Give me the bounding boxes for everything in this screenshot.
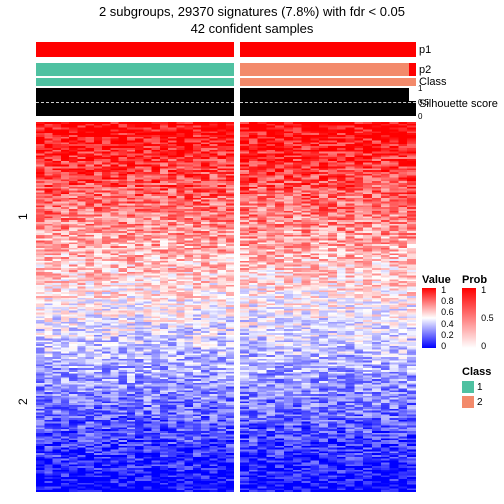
- annot-p2-col1: [36, 63, 234, 76]
- legend-value-tick: 0.8: [441, 297, 454, 306]
- silhouette-notch: [409, 88, 416, 101]
- legend-prob-tick: 1: [481, 286, 486, 295]
- silhouette-col2: [240, 88, 416, 116]
- legend-prob-ticks: 10.50: [481, 288, 501, 348]
- row-group-1-label: 1: [16, 213, 30, 220]
- legend-class-label: 2: [477, 397, 483, 408]
- heatmap-col2: [240, 122, 416, 492]
- legend-value-tick: 0.4: [441, 320, 454, 329]
- silhouette-col1: [36, 88, 234, 116]
- annot-p1-col1: [36, 42, 234, 57]
- legend-class-item: 2: [462, 395, 491, 410]
- heatmap-col1: [36, 122, 234, 492]
- legend-class-title: Class: [462, 366, 491, 378]
- legend-value-tick: 1: [441, 286, 446, 295]
- legend-value-tick: 0.2: [441, 331, 454, 340]
- legend-prob-gradient: [462, 288, 476, 348]
- annot-p2-label: p2: [419, 64, 431, 76]
- annot-p1: [36, 42, 416, 57]
- legend-value-tick: 0.6: [441, 308, 454, 317]
- plot-area: p1 p2 Class Silhouette score 00.51: [36, 42, 416, 492]
- legend-prob-tick: 0.5: [481, 314, 494, 323]
- heatmap-col1-canvas: [36, 122, 234, 492]
- legend-value-tick: 0: [441, 342, 446, 351]
- annot-p2: [36, 63, 416, 76]
- silhouette-dash-2: [240, 102, 416, 103]
- legend-class-swatch: [462, 381, 474, 393]
- heatmap-col2-canvas: [240, 122, 416, 492]
- annot-silhouette-label: Silhouette score: [419, 98, 498, 110]
- title-line2: 42 confident samples: [0, 21, 504, 36]
- silhouette-dash-1: [36, 102, 234, 103]
- annot-p1-col2: [240, 42, 416, 57]
- figure: 2 subgroups, 29370 signatures (7.8%) wit…: [0, 0, 504, 504]
- row-group-2-label: 2: [16, 398, 30, 405]
- annot-class-col2: [240, 78, 416, 86]
- annot-p2-edge: [409, 63, 416, 76]
- annot-class-col1: [36, 78, 234, 86]
- legend-value-gradient: [422, 288, 436, 348]
- silhouette-tick: 0.5: [418, 98, 430, 107]
- legend-class-label: 1: [477, 382, 483, 393]
- legend-prob: Prob 10.50: [462, 274, 501, 348]
- legend-class: Class 1 2: [462, 366, 491, 410]
- silhouette-tick: 0: [418, 112, 430, 121]
- annot-p2-col2: [240, 63, 416, 76]
- title-line1: 2 subgroups, 29370 signatures (7.8%) wit…: [0, 4, 504, 19]
- legend-prob-tick: 0: [481, 342, 486, 351]
- annot-class: [36, 78, 416, 86]
- heatmap: [36, 122, 416, 492]
- legend-class-item: 1: [462, 380, 491, 395]
- legend-value-ticks: 1 0.8 0.6 0.4 0.2 0: [441, 288, 461, 348]
- annot-p1-label: p1: [419, 44, 431, 56]
- annot-silhouette: [36, 88, 416, 116]
- silhouette-tick: 1: [418, 84, 430, 93]
- legend-value: Value 10.80.60.40.20: [422, 274, 461, 348]
- legend-class-swatch: [462, 396, 474, 408]
